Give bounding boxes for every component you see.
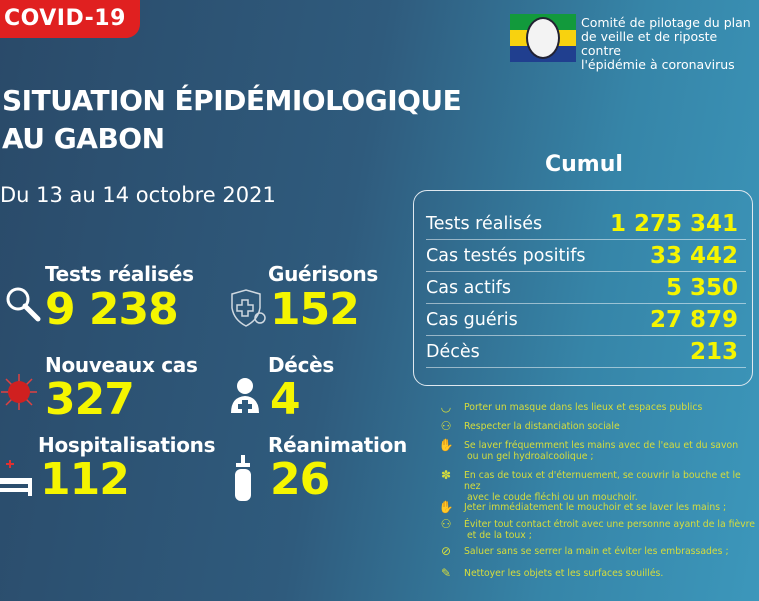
cumul-row: Tests réalisés 1 275 341 bbox=[426, 208, 746, 240]
prevention-item: ✋ Se laver fréquemment les mains avec de … bbox=[438, 438, 739, 462]
cumul-value: 213 bbox=[689, 338, 738, 365]
title-line-1: SITUATION ÉPIDÉMIOLOGIQUE bbox=[2, 84, 462, 117]
cumul-row: Cas testés positifs 33 442 bbox=[426, 240, 746, 272]
cumul-row: Cas actifs 5 350 bbox=[426, 272, 746, 304]
cumul-value: 27 879 bbox=[649, 306, 738, 333]
sneeze-icon: ✽ bbox=[440, 468, 452, 482]
cumul-label: Cas testés positifs bbox=[426, 245, 586, 266]
hand-wash-icon: ✋ bbox=[438, 438, 454, 452]
gabon-flag-logo bbox=[510, 14, 576, 62]
mask-icon: ◡ bbox=[440, 400, 452, 414]
distancing-icon: ⚇ bbox=[440, 419, 452, 433]
covid-badge: COVID-19 bbox=[0, 0, 140, 38]
virus-icon bbox=[0, 373, 38, 415]
stat-value: 9 238 bbox=[45, 284, 179, 335]
org-line: l'épidémie à coronavirus bbox=[581, 57, 735, 72]
date-range: Du 13 au 14 octobre 2021 bbox=[0, 183, 276, 207]
stat-label: Tests réalisés bbox=[45, 262, 194, 286]
stat-value: 4 bbox=[270, 374, 301, 425]
cumul-value: 33 442 bbox=[649, 242, 738, 269]
cleaning-icon: ✎ bbox=[440, 566, 452, 580]
prevention-item: ✋ Jeter immédiatement le mouchoir et se l… bbox=[438, 500, 727, 514]
stat-value: 327 bbox=[45, 374, 135, 425]
cumul-value: 1 275 341 bbox=[609, 210, 738, 237]
org-line: Comité de pilotage du plan bbox=[581, 15, 751, 30]
stat-value: 112 bbox=[40, 454, 130, 505]
cumul-label: Cas guéris bbox=[426, 309, 518, 330]
magnifier-icon bbox=[4, 285, 42, 327]
stat-label: Réanimation bbox=[268, 433, 407, 457]
prevention-item: ✎ Nettoyer les objets et les surfaces sou… bbox=[437, 566, 757, 582]
cumul-value: 5 350 bbox=[665, 274, 738, 301]
no-handshake-icon: ⊘ bbox=[440, 544, 452, 558]
seal-icon bbox=[526, 17, 560, 59]
prevention-item: ✽ En cas de toux et d'éternuement, se cou… bbox=[437, 468, 757, 503]
cumul-row: Cas guéris 27 879 bbox=[426, 304, 746, 336]
prevention-item: ◡ Porter un masque dans les lieux et espa… bbox=[437, 400, 757, 416]
stat-value: 26 bbox=[270, 454, 330, 505]
hand-wash-icon: ✋ bbox=[438, 500, 454, 514]
cumul-row: Décès 213 bbox=[426, 336, 746, 368]
cumul-label: Tests réalisés bbox=[426, 213, 543, 234]
organization-name: Comité de pilotage du plan de veille et … bbox=[581, 16, 759, 72]
prevention-item: ⚇ Éviter tout contact étroit avec une per… bbox=[437, 517, 757, 541]
person-cross-icon bbox=[229, 377, 261, 417]
oxygen-tank-icon bbox=[234, 455, 254, 505]
cumul-table: Tests réalisés 1 275 341 Cas testés posit… bbox=[413, 190, 753, 386]
title-line-2: AU GABON bbox=[2, 122, 165, 155]
page-title: SITUATION ÉPIDÉMIOLOGIQUE AU GABON bbox=[2, 82, 462, 158]
cumul-label: Décès bbox=[426, 341, 480, 362]
shield-cross-icon bbox=[228, 288, 268, 332]
stat-label: Nouveaux cas bbox=[45, 353, 198, 377]
prevention-item: ⚇ Respecter la distanciation sociale bbox=[437, 419, 757, 435]
cumul-label: Cas actifs bbox=[426, 277, 511, 298]
avoid-contact-icon: ⚇ bbox=[440, 517, 452, 531]
stat-label: Hospitalisations bbox=[38, 433, 216, 457]
stat-label: Décès bbox=[268, 353, 334, 377]
stat-value: 152 bbox=[270, 284, 360, 335]
prevention-item: ⊘ Saluer sans se serrer la main et éviter… bbox=[437, 544, 757, 560]
stat-label: Guérisons bbox=[268, 262, 379, 286]
cumul-title: Cumul bbox=[545, 152, 623, 177]
org-line: de veille et de riposte contre bbox=[581, 29, 718, 58]
hospital-bed-icon bbox=[0, 458, 34, 502]
